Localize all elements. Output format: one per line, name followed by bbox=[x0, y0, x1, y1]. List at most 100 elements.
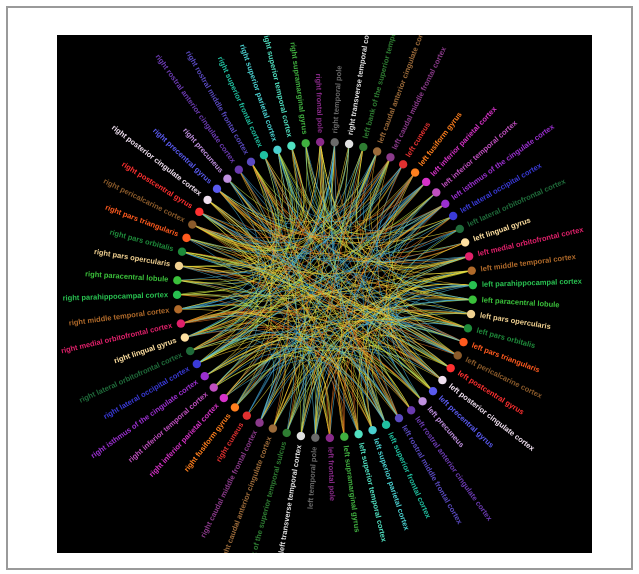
node bbox=[344, 139, 354, 149]
edge bbox=[177, 290, 434, 392]
edge bbox=[196, 334, 331, 438]
edge bbox=[196, 142, 335, 365]
node bbox=[177, 247, 187, 256]
edge bbox=[178, 265, 258, 338]
edge bbox=[204, 203, 446, 377]
node bbox=[174, 305, 183, 314]
edge bbox=[250, 161, 454, 235]
edge bbox=[199, 149, 293, 232]
edge bbox=[342, 328, 458, 437]
edge bbox=[213, 172, 416, 388]
edge bbox=[216, 188, 301, 434]
edge bbox=[196, 270, 472, 365]
node bbox=[354, 429, 363, 439]
edge bbox=[366, 312, 472, 431]
node bbox=[438, 375, 447, 385]
node bbox=[203, 195, 212, 205]
edge bbox=[180, 192, 437, 324]
edge bbox=[180, 312, 296, 434]
edge bbox=[388, 172, 473, 300]
node bbox=[398, 160, 408, 169]
node bbox=[468, 295, 477, 304]
edge bbox=[362, 192, 437, 425]
edge bbox=[305, 143, 466, 253]
node bbox=[172, 290, 182, 300]
edge bbox=[196, 142, 322, 365]
edge bbox=[357, 270, 472, 435]
edge bbox=[216, 142, 335, 237]
edge bbox=[178, 151, 378, 274]
node bbox=[176, 319, 186, 328]
edge bbox=[392, 192, 458, 356]
edge bbox=[329, 172, 416, 438]
node bbox=[209, 383, 218, 392]
node bbox=[315, 137, 325, 147]
node bbox=[428, 386, 438, 396]
edge bbox=[223, 346, 412, 411]
node bbox=[192, 359, 202, 369]
node bbox=[234, 165, 243, 174]
edge bbox=[178, 215, 454, 310]
node bbox=[242, 411, 252, 420]
edge bbox=[378, 172, 443, 381]
edge bbox=[227, 178, 304, 437]
edge bbox=[213, 345, 373, 431]
node bbox=[467, 266, 476, 275]
node bbox=[255, 418, 264, 427]
edge bbox=[376, 164, 434, 392]
edge bbox=[184, 316, 464, 343]
edge bbox=[177, 294, 373, 431]
connectome-figure: left bank of the superior temporal sulcu… bbox=[57, 35, 592, 553]
edge bbox=[326, 347, 423, 438]
edge bbox=[192, 157, 391, 248]
edge bbox=[263, 155, 297, 434]
edge bbox=[184, 329, 387, 425]
edge bbox=[177, 143, 308, 283]
edge bbox=[390, 270, 472, 402]
edge bbox=[227, 178, 464, 343]
edge bbox=[300, 283, 473, 437]
edge bbox=[177, 280, 262, 352]
edge bbox=[388, 215, 454, 392]
edge bbox=[216, 188, 446, 238]
edge bbox=[182, 251, 423, 402]
edge bbox=[204, 347, 318, 438]
node bbox=[340, 432, 349, 441]
edge bbox=[190, 305, 469, 352]
edge bbox=[216, 188, 473, 288]
edge bbox=[319, 142, 473, 300]
node bbox=[372, 147, 382, 156]
edge bbox=[365, 242, 466, 425]
node bbox=[219, 393, 229, 403]
node-label: right temporal pole bbox=[330, 65, 343, 133]
edge bbox=[181, 251, 458, 356]
edge bbox=[238, 169, 400, 419]
edge bbox=[181, 157, 391, 268]
node bbox=[459, 337, 468, 347]
edge bbox=[300, 146, 364, 437]
node bbox=[453, 351, 462, 360]
edge bbox=[329, 172, 416, 438]
edge bbox=[181, 145, 299, 266]
node bbox=[273, 145, 282, 155]
edge bbox=[213, 349, 423, 402]
edge bbox=[315, 313, 472, 438]
edge bbox=[263, 155, 451, 369]
edge bbox=[300, 346, 412, 437]
edge bbox=[227, 178, 473, 300]
node bbox=[410, 168, 420, 177]
node bbox=[185, 346, 195, 356]
edge bbox=[370, 157, 416, 220]
node bbox=[368, 425, 377, 435]
node bbox=[446, 363, 455, 373]
node bbox=[418, 397, 427, 406]
edge bbox=[196, 331, 400, 419]
node bbox=[182, 233, 191, 243]
edge bbox=[291, 145, 434, 392]
node bbox=[330, 138, 339, 147]
node bbox=[287, 141, 296, 151]
node bbox=[259, 150, 269, 160]
node bbox=[448, 211, 458, 221]
edge bbox=[216, 188, 446, 239]
edge bbox=[272, 283, 473, 429]
